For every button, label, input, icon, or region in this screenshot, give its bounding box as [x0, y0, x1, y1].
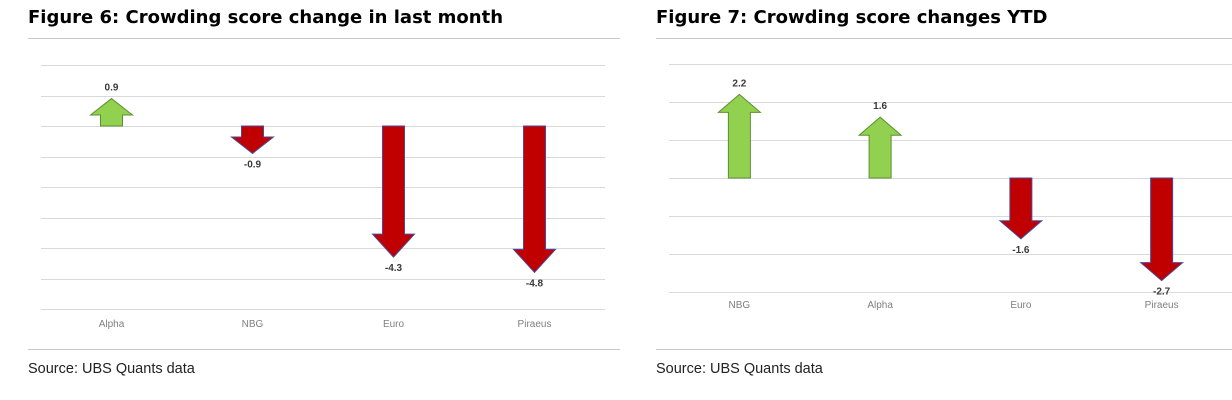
gridlines [669, 64, 1232, 293]
data-label: 2.2 [732, 78, 746, 89]
arrow-bar-nbg [230, 125, 275, 155]
arrow-bar-alpha [857, 116, 903, 179]
gridlines [41, 65, 605, 310]
arrow-bar-nbg [717, 93, 762, 179]
figure-7-chart: 2.2 NBG 1.6 Alpha -1.6 Euro -2.7 Piraeus [669, 64, 1232, 311]
category-label: NBG [729, 300, 751, 311]
figure-6-panel: Figure 6: Crowding score change in last … [28, 7, 620, 377]
figure-7-title: Figure 7: Crowding score changes YTD [656, 7, 1048, 28]
figure-7-source: Source: UBS Quants data [656, 361, 823, 377]
figure-6-bottom-rule [28, 349, 620, 350]
data-label: -1.6 [1012, 245, 1030, 256]
category-label: Euro [1010, 300, 1032, 311]
figure-6-top-rule [28, 38, 620, 39]
arrow-bar-piraeus [1139, 177, 1184, 282]
category-label: NBG [242, 319, 264, 330]
category-label: Piraeus [518, 319, 552, 330]
data-label: -0.9 [244, 159, 262, 170]
category-label: Piraeus [1145, 300, 1179, 311]
figure-6-title: Figure 6: Crowding score change in last … [28, 7, 504, 28]
figure-6-chart: 0.9 Alpha -0.9 NBG -4.3 Euro -4.8 Piraeus [41, 65, 605, 330]
figure-7-panel: Figure 7: Crowding score changes YTD 2.2… [628, 0, 1232, 400]
figure-7-bottom-rule [656, 349, 1232, 350]
figure-7-top-rule [656, 38, 1232, 39]
data-label: -4.8 [526, 278, 544, 289]
data-label: -4.3 [385, 263, 403, 274]
data-label: 0.9 [105, 83, 119, 94]
category-label: Alpha [867, 300, 893, 311]
arrow-bar-euro [371, 125, 416, 258]
figure-6-source: Source: UBS Quants data [28, 361, 195, 377]
data-label: 1.6 [873, 101, 887, 112]
data-label: -2.7 [1153, 287, 1171, 298]
category-label: Euro [383, 319, 405, 330]
arrow-bar-alpha [89, 97, 134, 127]
category-label: Alpha [99, 319, 125, 330]
arrow-bar-piraeus [512, 125, 557, 274]
arrow-bar-euro [998, 177, 1044, 240]
